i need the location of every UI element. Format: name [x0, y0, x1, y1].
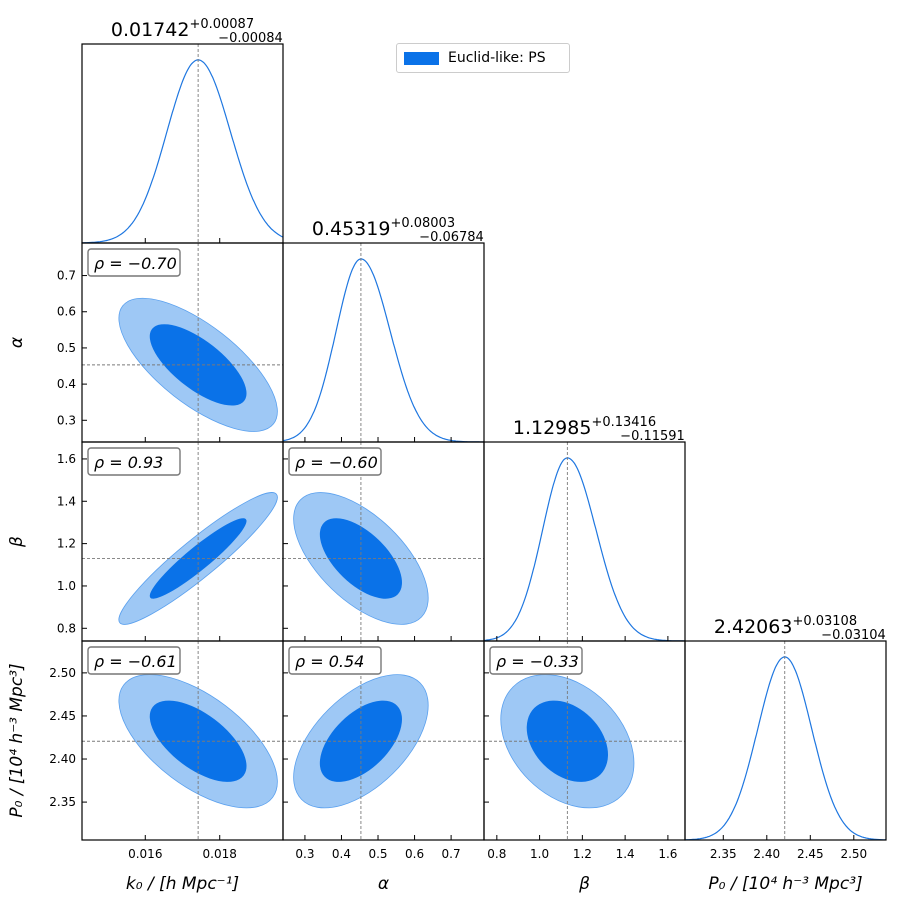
x-tick-label: 0.5 — [368, 847, 387, 861]
marginal-curve — [685, 656, 886, 840]
x-tick-label: 0.6 — [405, 847, 424, 861]
panel-frame — [81, 43, 284, 244]
diag-panel-alpha: 0.45319+0.08003−0.06784 — [282, 216, 485, 443]
marginal-curve — [82, 59, 283, 243]
summary-alpha: 0.45319+0.08003 — [312, 216, 455, 240]
rho-badge — [288, 447, 382, 476]
y-axis-label-beta: β — [7, 536, 27, 548]
y-tick-label: 0.6 — [57, 305, 76, 319]
x-tick-label: 2.35 — [710, 847, 737, 861]
rho-label: ρ = 0.54 — [295, 652, 364, 671]
y-tick-label: 0.8 — [57, 621, 76, 635]
rho-badge — [87, 646, 181, 675]
x-tick-label: 1.0 — [530, 847, 549, 861]
x-tick-label: 0.3 — [295, 847, 314, 861]
legend-label: Euclid-like: PS — [448, 50, 546, 66]
x-tick-label: 0.8 — [487, 847, 506, 861]
diag-panel-P0: 2.42063+0.03108−0.03104 2.35 2.40 2.45 2.50 — [684, 614, 887, 861]
rho-label: ρ = −0.33 — [496, 652, 579, 671]
legend: Euclid-like: PS — [396, 43, 570, 73]
x-axis-label-k0: k₀ / [h Mpc⁻¹] — [126, 874, 239, 894]
x-axis-label-P0: P₀ / [10⁴ h⁻³ Mpc³] — [708, 874, 862, 894]
y-axis-label-P0: P₀ / [10⁴ h⁻³ Mpc³] — [7, 663, 27, 817]
panel-frame — [483, 441, 686, 642]
panel-P0-k0: ρ = −0.61 0.016 0.018 2.35 2.40 2.45 2.50 — [49, 640, 284, 861]
summary-k0: 0.01742+0.00087 — [111, 17, 254, 41]
rho-label: ρ = −0.70 — [94, 254, 177, 273]
x-tick-label: 2.50 — [840, 847, 867, 861]
y-tick-label: 0.4 — [57, 377, 76, 391]
x-tick-label: 1.4 — [616, 847, 635, 861]
x-axis-label-beta: β — [578, 874, 590, 894]
y-tick-label: 1.4 — [57, 494, 76, 508]
x-tick-label: 2.40 — [753, 847, 780, 861]
y-tick-label: 2.45 — [49, 709, 76, 723]
x-axis-label-alpha: α — [378, 874, 389, 894]
rho-label: ρ = −0.60 — [295, 453, 378, 472]
y-axis-label-alpha: α — [7, 337, 27, 348]
y-tick-label: 2.50 — [49, 666, 76, 680]
summary-minus-P0: −0.03104 — [821, 628, 886, 643]
x-tick-label: 0.018 — [203, 847, 237, 861]
rho-badge — [489, 646, 583, 675]
summary-minus-k0: −0.00084 — [218, 31, 283, 46]
rho-label: ρ = −0.61 — [94, 652, 177, 671]
summary-minus-beta: −0.11591 — [620, 429, 685, 444]
panel-P0-alpha: ρ = 0.54 0.3 0.4 0.5 0.6 0.7 — [282, 640, 485, 861]
y-tick-label: 0.5 — [57, 341, 76, 355]
marginal-curve — [484, 457, 685, 641]
diag-panel-beta: 1.12985+0.13416−0.11591 — [483, 415, 686, 642]
diag-panel-k0: 0.01742+0.00087−0.00084 — [81, 17, 284, 244]
x-tick-label: 1.2 — [573, 847, 592, 861]
rho-badge — [87, 447, 181, 476]
summary-P0: 2.42063+0.03108 — [714, 614, 857, 638]
rho-label: ρ = 0.93 — [94, 453, 163, 472]
summary-beta: 1.12985+0.13416 — [513, 415, 656, 439]
x-tick-label: 0.016 — [128, 847, 162, 861]
y-tick-label: 1.0 — [57, 579, 76, 593]
summary-minus-alpha: −0.06784 — [419, 230, 484, 245]
panel-alpha-k0: ρ = −0.70 0.3 0.4 0.5 0.6 0.7 — [57, 242, 284, 443]
x-tick-label: 0.4 — [332, 847, 351, 861]
y-tick-label: 2.40 — [49, 752, 76, 766]
rho-badge — [288, 646, 382, 675]
y-tick-label: 1.2 — [57, 537, 76, 551]
panel-beta-k0: ρ = 0.93 0.8 1.0 1.2 1.4 1.6 — [57, 441, 284, 642]
x-tick-label: 0.7 — [442, 847, 461, 861]
y-tick-label: 2.35 — [49, 795, 76, 809]
y-tick-label: 0.3 — [57, 413, 76, 427]
legend-swatch — [404, 51, 439, 65]
panel-P0-beta: ρ = −0.33 0.8 1.0 1.2 1.4 1.6 — [483, 640, 686, 861]
y-tick-label: 1.6 — [57, 452, 76, 466]
rho-badge — [87, 248, 181, 277]
x-tick-label: 2.45 — [797, 847, 824, 861]
marginal-curve — [283, 258, 484, 442]
panel-frame — [684, 640, 887, 841]
panel-beta-alpha: ρ = −0.60 — [282, 441, 485, 642]
x-tick-label: 1.6 — [658, 847, 677, 861]
y-tick-label: 0.7 — [57, 269, 76, 283]
